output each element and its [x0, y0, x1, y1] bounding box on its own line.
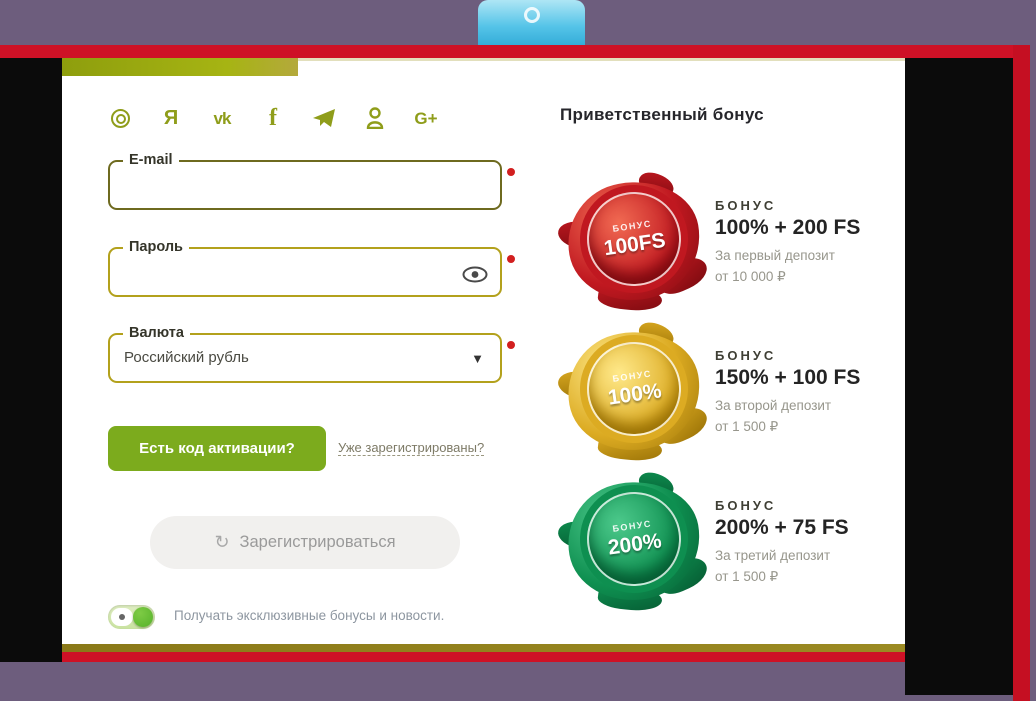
badge-value-text: 100FS [602, 228, 668, 261]
bonus-subtext: За третий депозит от 1 500 ₽ [715, 546, 830, 588]
odnoklassniki-icon[interactable] [108, 105, 132, 131]
bonus-sub-line2: от 10 000 ₽ [715, 268, 786, 284]
bonus-toggle[interactable] [108, 605, 155, 629]
bonus-label: БОНУС [715, 498, 777, 513]
already-registered-link[interactable]: Уже зарегистрированы? [338, 440, 485, 456]
bonus-sub-line2: от 1 500 ₽ [715, 568, 779, 584]
refresh-icon: ↻ [214, 532, 230, 552]
olive-bottom-bar [62, 644, 905, 652]
mailru-person-icon[interactable] [363, 105, 387, 131]
toggle-knob [133, 607, 153, 627]
person-icon [366, 107, 384, 129]
browser-tab-shape [478, 0, 585, 48]
bonus-badge-red: БОНУС 100FS [555, 167, 712, 314]
top-tint [62, 58, 905, 61]
bezel-left [0, 58, 62, 662]
bonus-headline: 150% + 100 FS [715, 366, 861, 389]
bezel-right [905, 58, 1013, 695]
google-plus-icon[interactable]: G+ [414, 105, 438, 131]
currency-value: Российский рубль [124, 349, 249, 366]
email-input[interactable] [112, 164, 460, 206]
bonus-sub-line2: от 1 500 ₽ [715, 418, 779, 434]
password-input[interactable] [112, 251, 460, 293]
bonus-toggle-label: Получать эксклюзивные бонусы и новости. [174, 608, 445, 623]
badge-value-text: 100% [606, 379, 663, 410]
red-stripe [1013, 45, 1030, 701]
facebook-glyph: f [269, 105, 277, 131]
toggle-track-dot [119, 614, 125, 620]
social-login-row: Я vk f G+ [108, 104, 438, 132]
currency-select[interactable]: Валюта Российский рубль ▼ [108, 325, 515, 383]
show-password-eye-icon[interactable] [462, 266, 488, 288]
bonus-sub-line1: За первый депозит [715, 248, 835, 263]
registration-modal: Я vk f G+ E-mail Пароль [62, 58, 905, 644]
bonus-headline: 200% + 75 FS [715, 516, 849, 539]
register-button-label: Зарегистрироваться [239, 533, 396, 551]
welcome-bonus-title: Приветственный бонус [560, 105, 764, 124]
telegram-plane-icon [313, 109, 335, 127]
ok-ring-icon [110, 108, 130, 128]
facebook-icon[interactable]: f [261, 105, 285, 131]
yandex-icon[interactable]: Я [159, 105, 183, 131]
chevron-down-icon[interactable]: ▼ [471, 351, 484, 366]
password-field-wrapper: Пароль [108, 239, 515, 297]
bonus-headline: 100% + 200 FS [715, 216, 861, 239]
tab-logo-icon [523, 7, 540, 23]
bonus-label: БОНУС [715, 198, 777, 213]
bonus-sub-line1: За третий депозит [715, 548, 831, 563]
required-dot [507, 255, 515, 263]
required-dot [507, 341, 515, 349]
telegram-icon[interactable] [312, 105, 336, 131]
vk-glyph: vk [213, 108, 232, 128]
accent-bar [62, 58, 298, 76]
bonus-badge-green: БОНУС 200% [555, 467, 712, 614]
bonus-badge-gold: БОНУС 100% [555, 317, 712, 464]
required-dot [507, 168, 515, 176]
badge-value-text: 200% [606, 529, 663, 560]
register-button[interactable]: ↻ Зарегистрироваться [150, 516, 460, 569]
vk-icon[interactable]: vk [210, 105, 234, 131]
bonus-subtext: За второй депозит от 1 500 ₽ [715, 396, 831, 438]
bonus-label: БОНУС [715, 348, 777, 363]
bonus-sub-line1: За второй депозит [715, 398, 832, 413]
yandex-glyph: Я [163, 107, 179, 129]
email-field-wrapper: E-mail [108, 152, 515, 210]
activation-code-button[interactable]: Есть код активации? [108, 426, 326, 471]
google-plus-glyph: G+ [414, 108, 438, 128]
currency-label: Валюта [123, 325, 190, 341]
bonus-subtext: За первый депозит от 10 000 ₽ [715, 246, 835, 288]
